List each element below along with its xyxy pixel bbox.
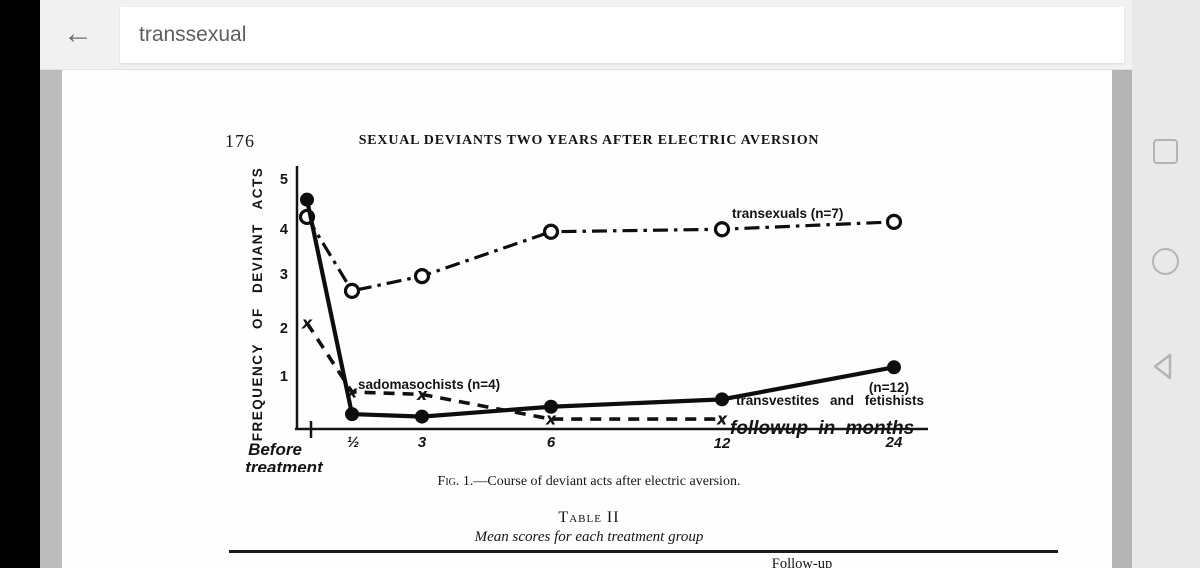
filled-circle-marker <box>887 360 901 375</box>
open-circle-marker <box>885 213 903 230</box>
x-marker: x <box>716 410 728 429</box>
android-navbar <box>1132 0 1200 568</box>
open-circle-marker <box>343 282 361 299</box>
transvestites-n-label: (n=12) <box>869 380 909 395</box>
left-black-edge <box>0 0 40 568</box>
series-line <box>305 321 722 421</box>
open-circle-marker <box>542 223 560 240</box>
page-number: 176 <box>225 131 255 151</box>
followup-axis-label: followup in months <box>730 418 914 439</box>
table-title: Table II <box>558 509 620 526</box>
table-partial-header: Follow-up <box>771 556 833 568</box>
xtick-3: 3 <box>418 434 427 451</box>
xtick-24: 24 <box>885 434 903 451</box>
xtick-half: ½ <box>347 434 360 451</box>
filled-circle-marker <box>345 407 359 422</box>
figure-caption-prefix: Fig. 1.— <box>437 474 488 489</box>
x-axis: ½ 3 6 12 24 Before treatment <box>245 421 928 472</box>
xtick-6: 6 <box>547 434 556 451</box>
transvestites-label: transvestites and fetishists <box>736 393 924 408</box>
filled-circle-marker <box>300 192 314 207</box>
series-line <box>305 216 895 293</box>
figure-caption-text: Course of deviant acts after electric av… <box>487 474 741 489</box>
transexuals-label: transexuals (n=7) <box>732 206 843 221</box>
ytick-3: 3 <box>280 267 288 283</box>
xtick-12: 12 <box>714 435 731 452</box>
x-marker: x <box>416 385 428 404</box>
document-page: 176 SEXUAL DEVIANTS TWO YEARS AFTER ELEC… <box>62 70 1112 568</box>
ytick-2: 2 <box>280 321 288 337</box>
ytick-1: 1 <box>280 369 288 385</box>
y-axis-title: FREQUENCY OF DEVIANT ACTS <box>250 167 265 442</box>
search-box[interactable] <box>120 7 1124 63</box>
back-triangle-icon[interactable] <box>1149 352 1179 382</box>
table-rule <box>229 550 1058 553</box>
table-subtitle: Mean scores for each treatment group <box>474 529 704 545</box>
recents-square-icon[interactable] <box>1153 139 1178 164</box>
scrollbar[interactable] <box>1112 70 1132 568</box>
sadomasochists-label: sadomasochists (n=4) <box>358 377 500 392</box>
back-arrow-icon[interactable]: ← <box>63 17 93 50</box>
search-input[interactable] <box>120 7 1124 63</box>
running-title: SEXUAL DEVIANTS TWO YEARS AFTER ELECTRIC… <box>358 133 820 148</box>
before-label-line2: treatment <box>245 458 324 472</box>
series-line <box>304 199 895 419</box>
open-circle-marker <box>413 268 431 285</box>
filled-circle-marker <box>544 399 558 414</box>
before-label-line1: Before <box>248 440 302 459</box>
y-axis: 5 4 3 2 1 FREQUENCY OF DEVIANT ACTS <box>250 166 299 442</box>
home-circle-icon[interactable] <box>1152 248 1179 275</box>
data-series: xx xx x <box>298 192 903 429</box>
filled-circle-marker <box>715 392 729 407</box>
ytick-5: 5 <box>280 172 288 188</box>
filled-circle-marker <box>415 409 429 424</box>
search-toolbar: ← <box>40 0 1132 70</box>
series-annotations: transexuals (n=7) sadomasochists (n=4) (… <box>358 206 924 439</box>
x-marker: x <box>301 313 313 332</box>
x-marker: x <box>545 410 557 429</box>
figure-caption: Fig. 1.—Course of deviant acts after ele… <box>62 474 1112 490</box>
figure-1-chart: 5 4 3 2 1 FREQUENCY OF DEVIANT ACTS ½ 3 … <box>245 166 928 472</box>
page-left-edge <box>40 70 62 568</box>
ytick-4: 4 <box>280 222 288 238</box>
open-circle-marker <box>713 221 731 238</box>
